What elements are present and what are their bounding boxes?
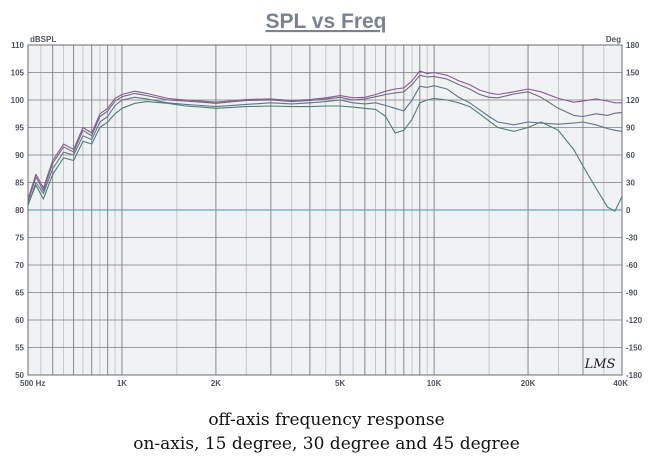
y2-tick-label: 0 (626, 206, 631, 215)
y2-tick-label: 120 (626, 96, 640, 105)
series-line-2 (27, 74, 623, 202)
y2-tick-label: 30 (626, 179, 635, 188)
spl-chart: SPL vs Freq 50 55 60 65 70 75 80 85 90 95 100 105 11… (11, 10, 643, 388)
series-group (27, 70, 623, 212)
y-axis-label-left: dBSPL (30, 35, 56, 44)
chart-title: SPL vs Freq (266, 10, 387, 33)
x-tick-label: 2K (211, 379, 221, 388)
y-axis-label-right: Deg (606, 35, 621, 44)
x-tick-label: 500 Hz (20, 379, 45, 388)
y2-tick-label: -30 (626, 234, 638, 243)
y-tick-label: 75 (15, 234, 24, 243)
y2-tick-label: 180 (626, 41, 640, 50)
grid (28, 45, 622, 375)
y-tick-label: 110 (11, 41, 24, 50)
y2-tick-label: -60 (626, 261, 638, 270)
y-tick-label: 85 (15, 179, 24, 188)
caption-line-1: off-axis frequency response (208, 410, 445, 430)
caption-line-2: on-axis, 15 degree, 30 degree and 45 deg… (133, 434, 520, 454)
y-tick-label: 70 (15, 261, 24, 270)
y-tick-label: 95 (15, 124, 24, 133)
y2-tick-label: -180 (626, 371, 643, 380)
x-tick-label: 10K (427, 379, 442, 388)
y-tick-label: 60 (15, 316, 24, 325)
series-line-1 (27, 70, 622, 200)
lms-watermark: LMS (584, 357, 616, 372)
y2-tick-label: 90 (626, 124, 635, 133)
x-tick-label: 20K (521, 379, 536, 388)
y-tick-label: 105 (11, 69, 25, 78)
y2-tick-label: 150 (626, 69, 640, 78)
x-tick-label: 5K (335, 379, 345, 388)
y2-tick-label: -150 (626, 344, 643, 353)
y-tick-label: 50 (15, 371, 24, 380)
y-tick-label: 65 (15, 289, 24, 298)
y-tick-label: 100 (11, 96, 25, 105)
x-tick-label: 1K (117, 379, 127, 388)
y-tick-label: 80 (15, 206, 24, 215)
plot-border (27, 44, 623, 376)
y-tick-label: 90 (15, 151, 24, 160)
series-line-4 (27, 97, 623, 212)
y2-tick-label: -90 (626, 289, 638, 298)
y2-tick-label: 60 (626, 151, 635, 160)
x-tick-label: 40K (613, 379, 628, 388)
y-tick-label: 55 (15, 344, 24, 353)
axis-labels: 50 55 60 65 70 75 80 85 90 95 100 105 110 -180 -150 -12… (11, 41, 643, 388)
series-line-3 (27, 85, 623, 206)
y2-tick-label: -120 (626, 316, 643, 325)
